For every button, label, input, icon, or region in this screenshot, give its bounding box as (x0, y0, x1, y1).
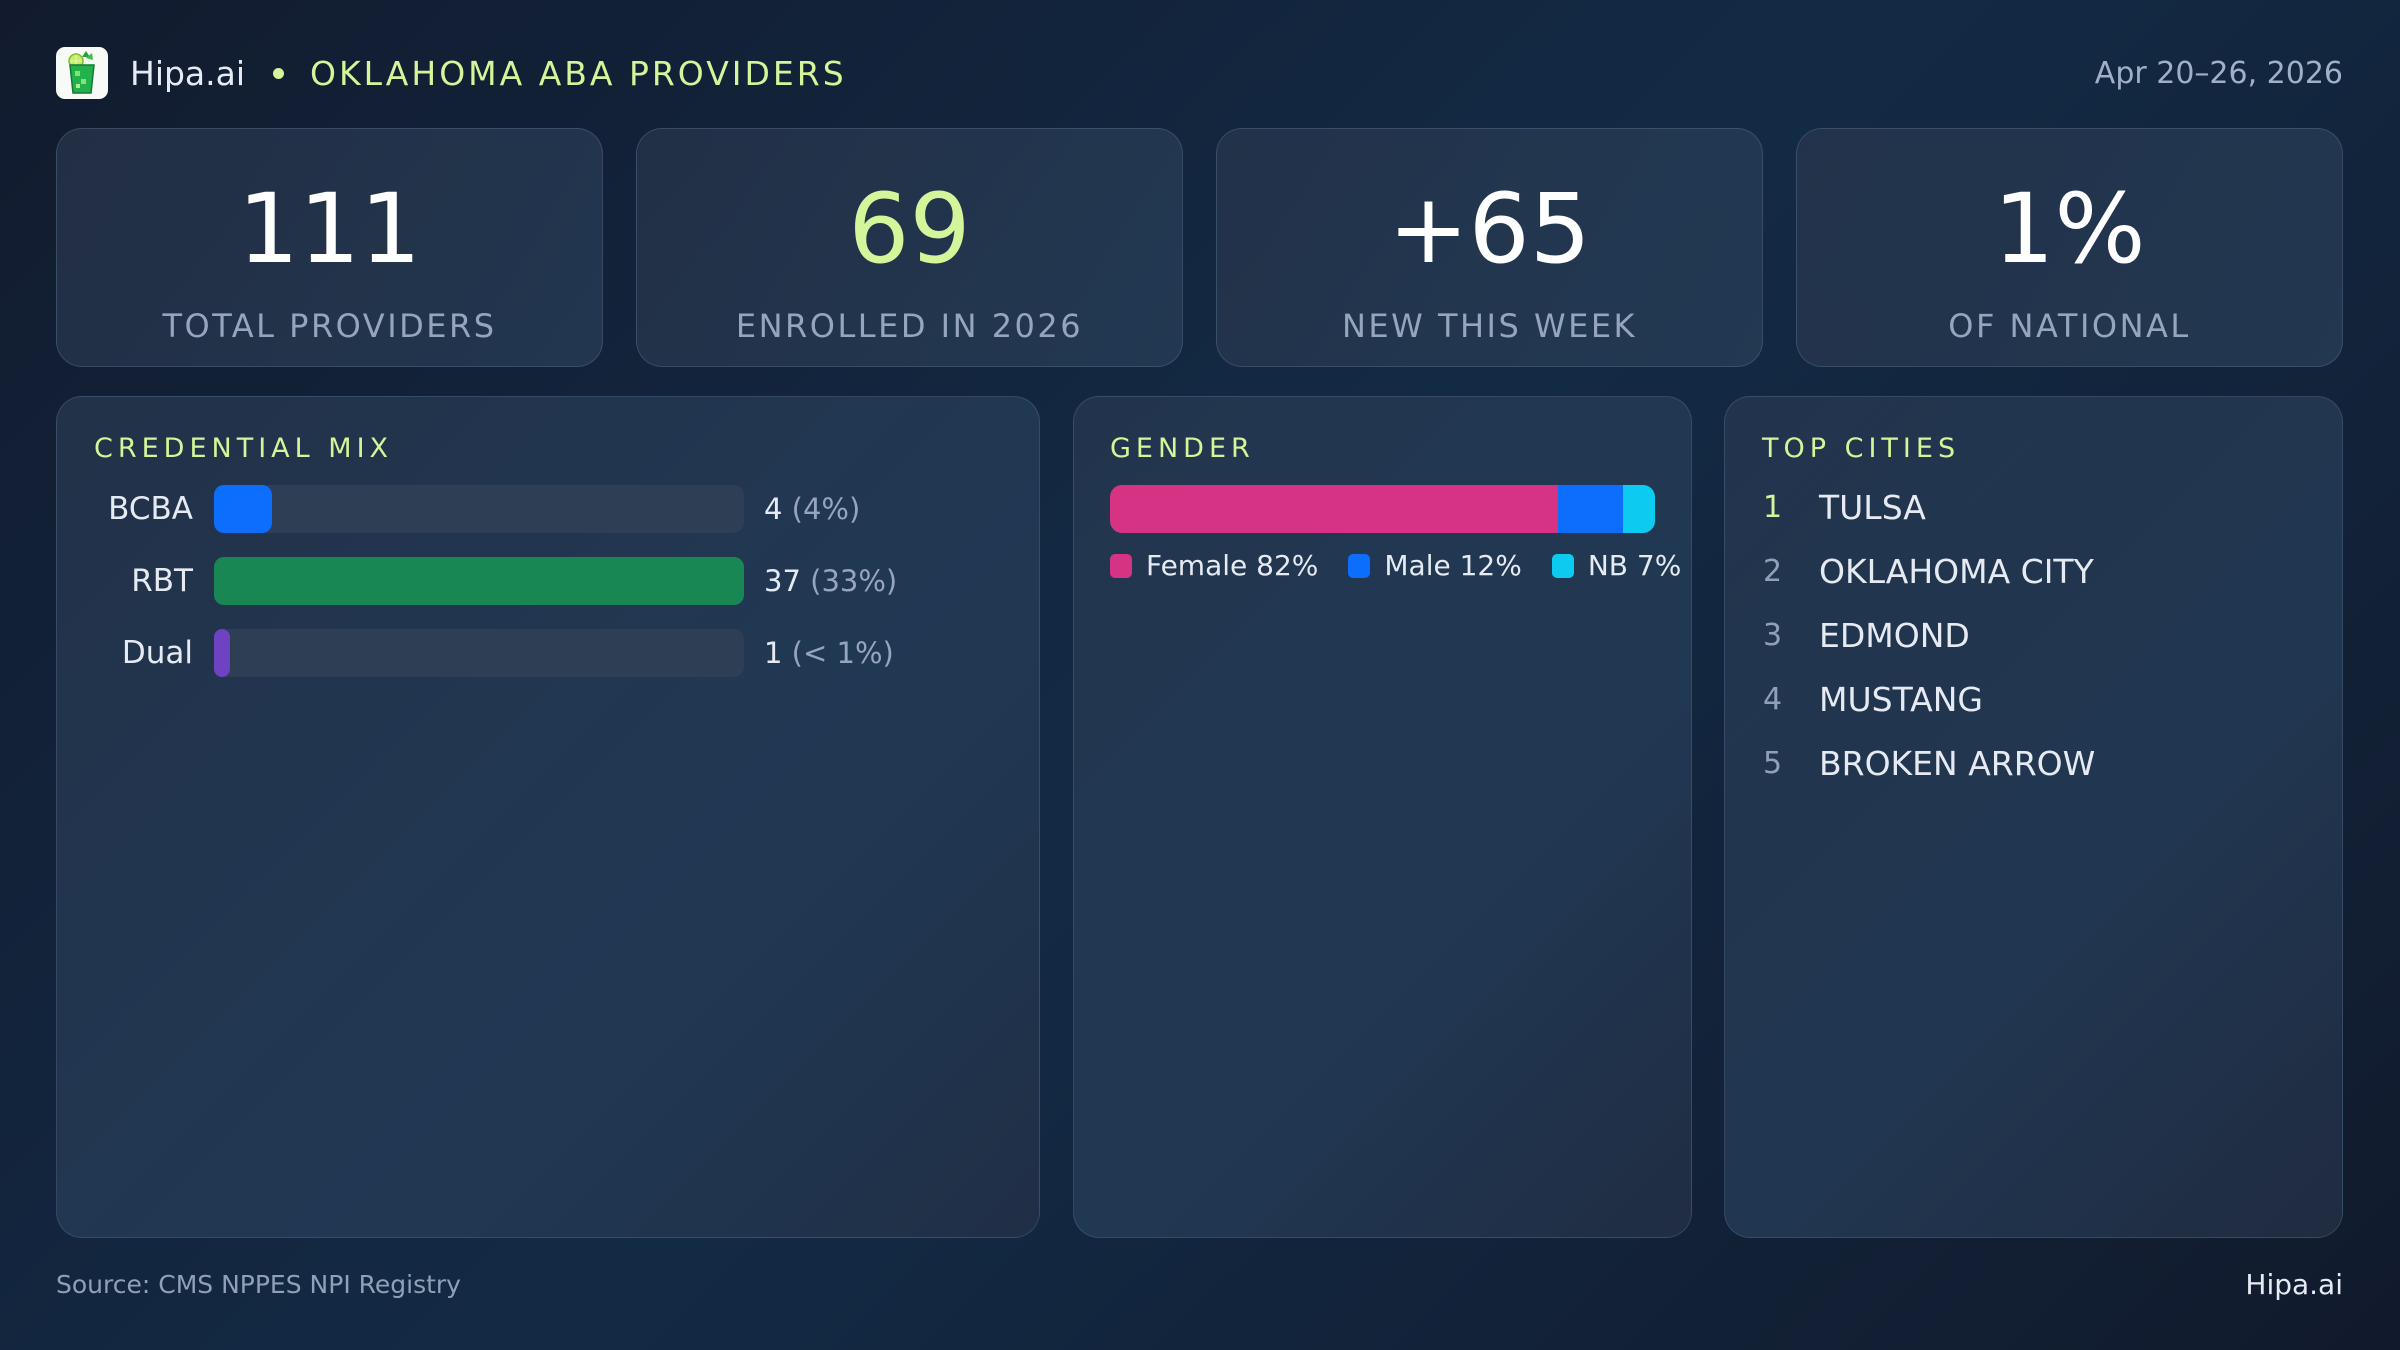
legend-item-nb: NB 7% (1551, 549, 1682, 582)
credential-bar-fill (214, 557, 744, 605)
source-note: Source: CMS NPPES NPI Registry (56, 1270, 461, 1299)
credential-label: RBT (131, 563, 193, 599)
credential-bar-track (214, 485, 744, 533)
city-name: MUSTANG (1819, 679, 1984, 719)
credential-count: 1 (764, 636, 783, 670)
city-list-item: 4 MUSTANG (1763, 679, 1983, 719)
city-rank: 1 (1763, 489, 1783, 525)
city-name: EDMOND (1819, 615, 1970, 655)
stat-label: NEW THIS WEEK (1341, 307, 1638, 345)
separator-dot (273, 67, 285, 79)
credential-row-dual: Dual 1 (< 1%) (57, 629, 1039, 677)
credential-pct: (33%) (810, 564, 898, 598)
mojito-glass-icon (56, 47, 108, 99)
top-cities-panel: TOP CITIES 1 TULSA 2 OKLAHOMA CITY 3 EDM… (1724, 396, 2343, 1238)
panel-title: GENDER (1110, 433, 1255, 464)
date-range: Apr 20–26, 2026 (2094, 55, 2343, 91)
city-rank: 4 (1763, 681, 1783, 717)
credential-value: 1 (< 1%) (764, 629, 894, 677)
city-name: OKLAHOMA CITY (1819, 551, 2094, 591)
city-name: BROKEN ARROW (1819, 743, 2096, 783)
credential-bar-track (214, 557, 744, 605)
gender-segment-nb (1623, 485, 1655, 533)
legend-swatch (1551, 553, 1574, 578)
gender-segment-female (1110, 485, 1558, 533)
header: Hipa.ai OKLAHOMA ABA PROVIDERS Apr 20–26… (56, 46, 2343, 100)
stat-value: 1% (1993, 173, 2146, 285)
gender-legend: Female 82% Male 12% NB 7% (1110, 549, 1681, 582)
gender-panel: GENDER Female 82% Male 12% NB 7% (1073, 396, 1692, 1238)
city-list-item: 1 TULSA (1763, 487, 1926, 527)
credential-count: 4 (764, 492, 783, 526)
credential-bar-track (214, 629, 744, 677)
stat-card-total-providers: 111 TOTAL PROVIDERS (56, 128, 603, 367)
gender-stacked-bar (1110, 485, 1655, 533)
legend-swatch (1110, 553, 1132, 578)
legend-label: NB 7% (1587, 549, 1682, 582)
city-rank: 5 (1763, 745, 1783, 781)
city-list-item: 5 BROKEN ARROW (1763, 743, 2095, 783)
stat-value: 69 (848, 173, 971, 285)
city-list-item: 3 EDMOND (1763, 615, 1970, 655)
panel-title: TOP CITIES (1762, 433, 1961, 464)
credential-bar-fill (214, 629, 230, 677)
credential-label: BCBA (108, 491, 193, 527)
city-list-item: 2 OKLAHOMA CITY (1763, 551, 2094, 591)
legend-label: Female 82% (1146, 549, 1319, 582)
city-rank: 2 (1763, 553, 1783, 589)
city-rank: 3 (1763, 617, 1783, 653)
gender-segment-male (1558, 485, 1623, 533)
stat-value: 111 (237, 173, 422, 285)
credential-row-bcba: BCBA 4 (4%) (57, 485, 1039, 533)
brand-name: Hipa.ai (130, 53, 246, 93)
credential-value: 37 (33%) (764, 557, 897, 605)
credential-bar-fill (214, 485, 273, 533)
credential-pct: (4%) (791, 492, 861, 526)
legend-item-male: Male 12% (1348, 549, 1522, 582)
credential-label: Dual (121, 635, 193, 671)
legend-label: Male 12% (1384, 549, 1522, 582)
credential-mix-panel: CREDENTIAL MIX BCBA 4 (4%) RBT 37 (33%) … (56, 396, 1040, 1238)
stat-card-new-this-week: +65 NEW THIS WEEK (1216, 128, 1763, 367)
stat-card-enrolled: 69 ENROLLED IN 2026 (636, 128, 1183, 367)
legend-item-female: Female 82% (1110, 549, 1318, 582)
credential-row-rbt: RBT 37 (33%) (57, 557, 1039, 605)
credential-count: 37 (764, 564, 801, 598)
footer-brand: Hipa.ai (2245, 1268, 2343, 1301)
stat-label: TOTAL PROVIDERS (162, 307, 497, 345)
credential-pct: (< 1%) (791, 636, 894, 670)
legend-swatch (1348, 553, 1371, 578)
city-name: TULSA (1819, 487, 1926, 527)
panel-title: CREDENTIAL MIX (94, 433, 394, 464)
stat-label: ENROLLED IN 2026 (735, 307, 1084, 345)
stat-label: OF NATIONAL (1948, 307, 2191, 345)
stat-card-of-national: 1% OF NATIONAL (1796, 128, 2343, 367)
credential-value: 4 (4%) (764, 485, 860, 533)
page-title: OKLAHOMA ABA PROVIDERS (310, 53, 847, 93)
stat-value: +65 (1388, 173, 1591, 285)
